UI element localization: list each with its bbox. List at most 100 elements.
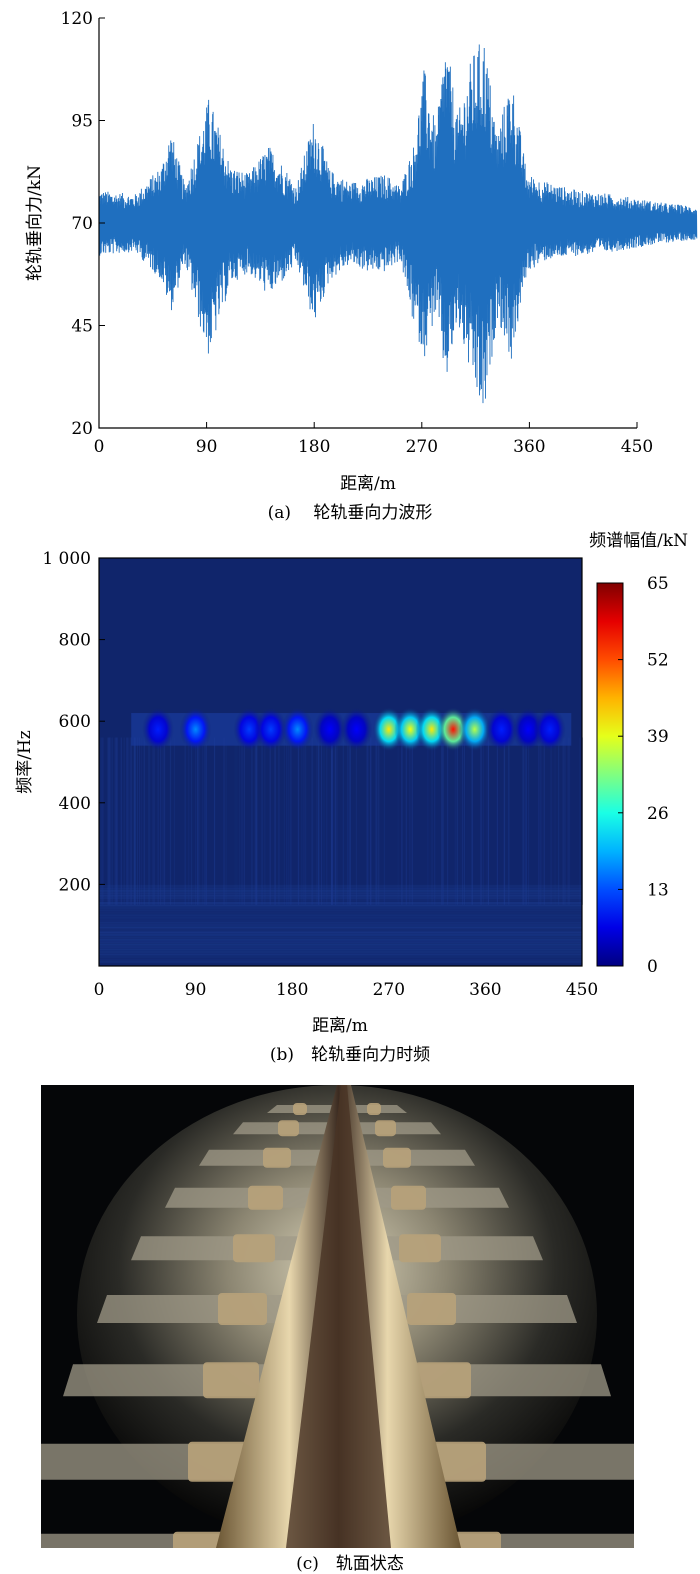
spectral-texture [543, 737, 545, 905]
spectral-texture [326, 737, 328, 905]
spectral-texture [471, 737, 473, 905]
spectral-texture [447, 737, 449, 905]
spectral-texture [255, 737, 258, 905]
waveform-y-tick-label: 95 [71, 112, 93, 132]
low-frequency-stripe [99, 946, 582, 949]
spectral-texture [558, 737, 560, 905]
spectral-texture [487, 737, 490, 905]
spectral-texture [355, 737, 358, 905]
spectrogram-hotspot [533, 707, 566, 752]
rail-clip [218, 1293, 267, 1325]
spectral-texture [539, 737, 542, 905]
low-frequency-stripe [99, 943, 582, 946]
rail-clip [233, 1234, 275, 1263]
spectral-texture [342, 737, 344, 905]
spectral-texture [347, 737, 349, 905]
spectral-texture [129, 737, 131, 905]
spectral-texture [454, 737, 456, 905]
waveform-x-tick-label: 450 [621, 437, 653, 457]
spectral-texture [442, 737, 444, 905]
spectral-texture [133, 737, 136, 905]
spectral-texture [311, 737, 313, 905]
spectral-texture [274, 737, 276, 905]
spectral-texture [261, 737, 263, 905]
spectral-texture [116, 737, 118, 905]
waveform-axes: 0 90 180 270 360 450 20 45 70 95 120 [61, 9, 654, 457]
spectral-texture [241, 737, 243, 905]
waveform-plot-area [98, 44, 698, 404]
low-frequency-stripe [99, 955, 582, 959]
spectral-texture [287, 737, 289, 905]
rail-clip [375, 1120, 396, 1137]
spectral-texture [198, 737, 200, 905]
spectral-texture [205, 737, 207, 905]
colorbar-gradient [596, 582, 624, 967]
rail-clip [391, 1185, 426, 1210]
spectral-texture [312, 737, 314, 905]
spectral-texture [101, 737, 103, 905]
spectral-texture [461, 737, 464, 905]
low-frequency-stripe [99, 911, 582, 914]
low-frequency-stripe [99, 921, 582, 924]
spectral-texture [323, 737, 325, 905]
spectrogram-hotspot [458, 707, 491, 752]
spectral-texture [120, 737, 122, 905]
spectral-texture [471, 737, 474, 905]
spectral-texture [254, 737, 256, 905]
low-frequency-stripe [99, 960, 582, 963]
low-frequency-stripe [99, 914, 582, 917]
spectral-texture [370, 737, 372, 905]
spectral-texture [234, 737, 236, 905]
spectral-texture [225, 737, 227, 905]
waveform-x-tick-label: 270 [406, 437, 438, 457]
spectral-texture [160, 737, 162, 905]
waveform-x-tick-label: 90 [196, 437, 218, 457]
spectral-texture [405, 737, 407, 905]
spectral-texture [441, 737, 443, 905]
low-frequency-stripe [99, 926, 582, 929]
spectral-texture [303, 737, 305, 905]
spectral-texture [401, 737, 403, 905]
spectral-texture [305, 737, 307, 905]
spectral-texture [427, 737, 429, 905]
spectral-texture [316, 737, 318, 905]
spectral-texture [274, 737, 276, 905]
spectral-texture [140, 737, 143, 905]
spectral-texture [153, 737, 155, 905]
spectrogram-axes: 0 90 180 270 360 450 200 400 600 800 1 000 [42, 549, 598, 1000]
spectrogram-plot-area [99, 558, 583, 966]
colorbar-tick-label: 52 [647, 651, 669, 671]
spectrogram-x-axis-label: 距离/m [312, 1016, 368, 1036]
spectral-texture [411, 737, 413, 905]
spectral-texture [301, 737, 303, 905]
spectral-texture [541, 737, 543, 905]
spectral-texture [521, 737, 524, 905]
low-frequency-stripe [99, 884, 582, 888]
low-frequency-stripe [99, 892, 582, 895]
waveform-chart: 0 90 180 270 360 450 20 45 70 95 120 轮轨垂向力/kN 距离/m [25, 9, 698, 494]
spectral-texture [114, 737, 116, 905]
spectral-texture [184, 737, 186, 905]
spectral-texture [190, 737, 193, 905]
low-frequency-stripe [99, 909, 582, 912]
waveform-y-tick-label: 120 [61, 9, 93, 29]
low-frequency-stripe [99, 906, 582, 910]
spectral-texture [400, 737, 403, 905]
spectral-texture [255, 737, 258, 905]
low-frequency-stripe [99, 958, 582, 961]
waveform-x-axis-label: 距离/m [340, 474, 396, 494]
low-frequency-stripe [99, 887, 582, 890]
colorbar-tick-label: 39 [647, 727, 669, 747]
spectral-texture [524, 737, 526, 905]
spectral-texture [527, 737, 530, 905]
low-frequency-stripe [99, 894, 582, 897]
spectrogram-hotspot [142, 707, 175, 752]
spectral-texture [554, 737, 556, 905]
low-frequency-stripe [99, 948, 582, 951]
spectral-texture [522, 737, 525, 905]
rail-clip [399, 1234, 441, 1263]
rail-clip [278, 1120, 299, 1137]
spectrogram-background [99, 558, 582, 966]
spectral-texture [567, 737, 569, 905]
waveform-y-axis-label: 轮轨垂向力/kN [25, 165, 45, 281]
